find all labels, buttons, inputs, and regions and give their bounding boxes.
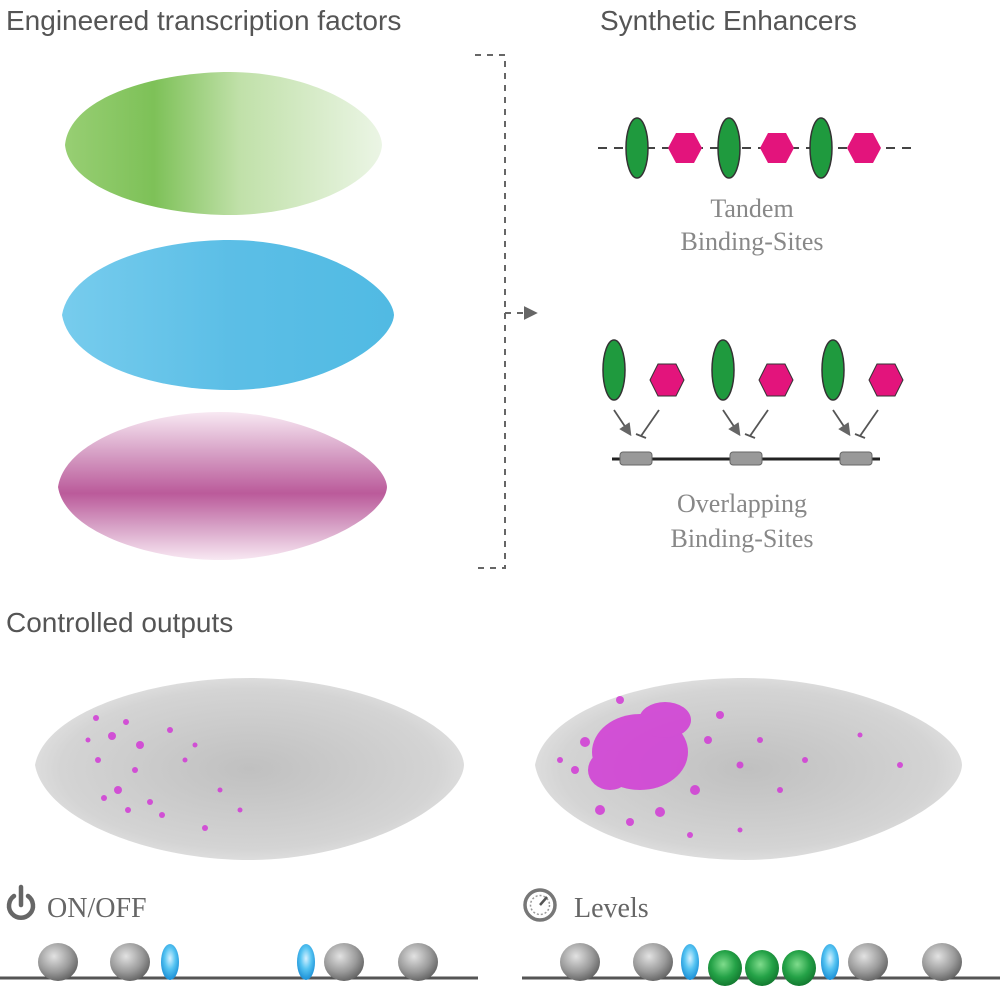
- blue-site-icon: [681, 944, 699, 980]
- green-activator-icon: [782, 950, 816, 986]
- green-activator-icon: [745, 950, 779, 986]
- green-site-icon: [821, 339, 845, 401]
- blue-site-icon: [821, 944, 839, 980]
- overlap-label-1: Overlapping: [677, 489, 807, 518]
- green-site-icon: [625, 117, 649, 179]
- label-onoff: ON/OFF: [47, 893, 147, 924]
- magenta-site-icon: [649, 363, 685, 397]
- gauge-icon: [523, 888, 557, 922]
- tandem-binding-sites: [598, 117, 912, 179]
- heading-tf: Engineered transcription factors: [6, 5, 401, 36]
- magenta-site-icon: [760, 133, 794, 163]
- label-levels: Levels: [574, 893, 649, 924]
- nucleosome-icon: [324, 943, 364, 981]
- output-embryo-levels: [535, 678, 962, 860]
- nucleosome-icon: [398, 943, 438, 981]
- green-site-icon: [602, 339, 626, 401]
- magenta-site-icon: [868, 363, 904, 397]
- magenta-site-icon: [668, 133, 702, 163]
- power-icon: [6, 884, 36, 920]
- blue-site-icon: [297, 944, 315, 980]
- tandem-label-2: Binding-Sites: [680, 227, 823, 256]
- nucleosome-icon: [633, 943, 673, 981]
- nucleosome-icon: [38, 943, 78, 981]
- magenta-site-icon: [758, 363, 794, 397]
- embryo-magenta: [58, 412, 387, 560]
- heading-outputs: Controlled outputs: [6, 607, 233, 638]
- heading-enhancers: Synthetic Enhancers: [600, 5, 857, 36]
- green-site-icon: [717, 117, 741, 179]
- overlap-label-2: Binding-Sites: [670, 524, 813, 553]
- green-site-icon: [809, 117, 833, 179]
- magenta-site-icon: [847, 133, 881, 163]
- dna-track-levels: [522, 943, 1000, 986]
- nucleosome-icon: [848, 943, 888, 981]
- embryo-blue: [62, 240, 394, 390]
- nucleosome-icon: [560, 943, 600, 981]
- dna-track-onoff: [0, 943, 478, 981]
- nucleosome-icon: [110, 943, 150, 981]
- bracket-connector: [475, 54, 538, 569]
- nucleosome-icon: [922, 943, 962, 981]
- green-activator-icon: [708, 950, 742, 986]
- blue-site-icon: [161, 944, 179, 980]
- output-embryo-onoff: [35, 678, 464, 860]
- green-site-icon: [711, 339, 735, 401]
- tandem-label-1: Tandem: [710, 194, 793, 223]
- embryo-green: [65, 72, 382, 215]
- overlapping-binding-sites: [602, 339, 904, 466]
